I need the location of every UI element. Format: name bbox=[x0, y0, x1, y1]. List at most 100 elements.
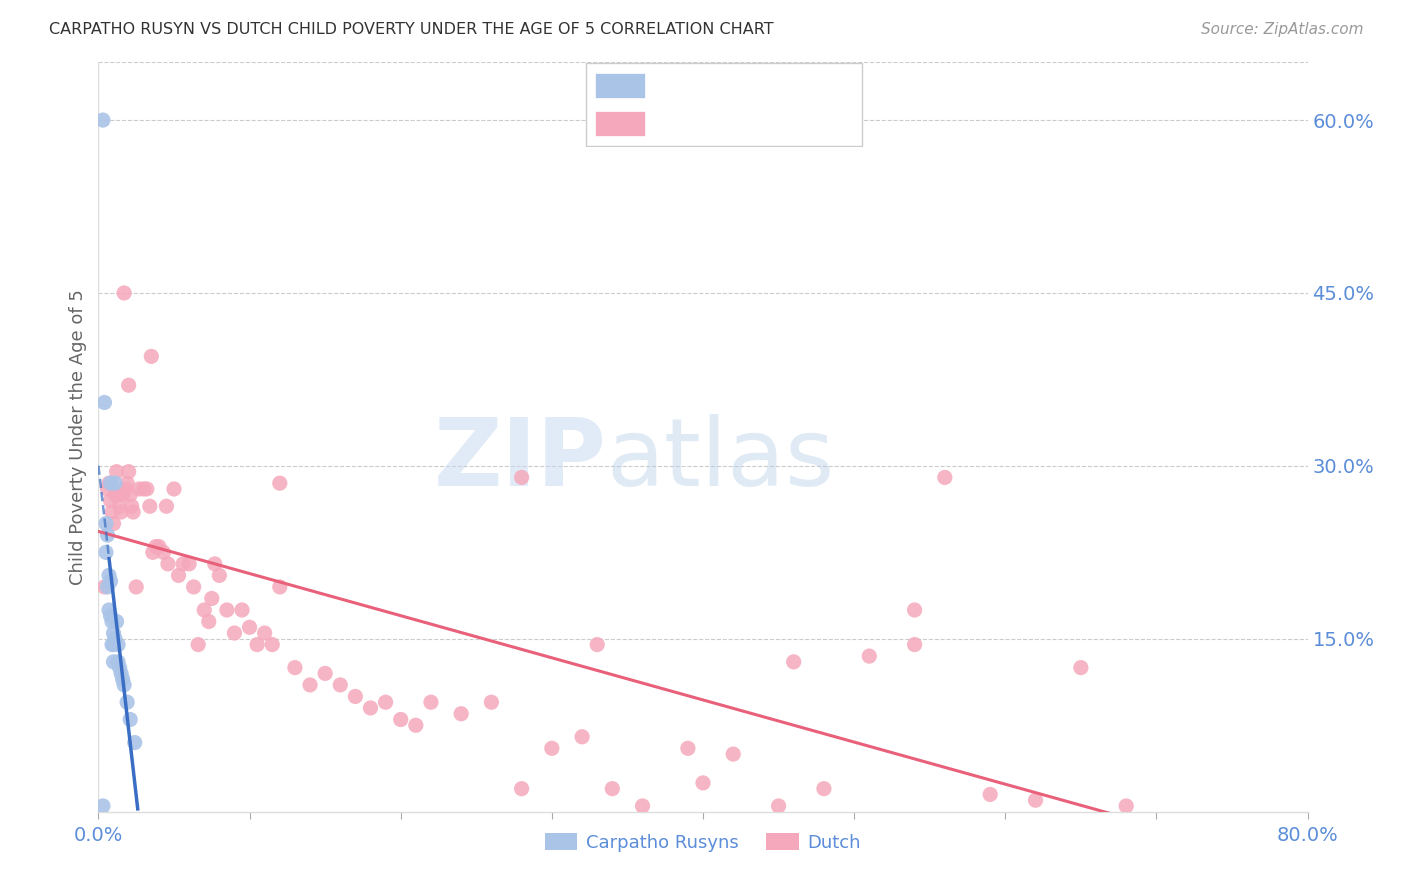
Point bbox=[374, 695, 396, 709]
Text: Source: ZipAtlas.com: Source: ZipAtlas.com bbox=[1201, 22, 1364, 37]
Point bbox=[420, 695, 443, 709]
Point bbox=[179, 557, 201, 571]
Point bbox=[101, 615, 124, 629]
Point bbox=[122, 505, 145, 519]
Point bbox=[121, 500, 143, 514]
Point bbox=[100, 608, 122, 623]
Text: atlas: atlas bbox=[606, 414, 835, 506]
Point bbox=[107, 488, 129, 502]
Point bbox=[904, 638, 927, 652]
Point bbox=[128, 482, 150, 496]
Point bbox=[91, 113, 114, 128]
Point bbox=[118, 378, 141, 392]
Point bbox=[104, 488, 127, 502]
Point bbox=[344, 690, 367, 704]
Point bbox=[125, 580, 148, 594]
Point bbox=[114, 482, 136, 496]
Point bbox=[389, 713, 412, 727]
Point bbox=[115, 695, 138, 709]
Point bbox=[208, 568, 231, 582]
Point bbox=[103, 626, 125, 640]
Point bbox=[676, 741, 699, 756]
Point bbox=[96, 580, 118, 594]
Point bbox=[111, 488, 134, 502]
Point bbox=[112, 285, 135, 300]
Point bbox=[571, 730, 593, 744]
Point bbox=[132, 482, 155, 496]
Point bbox=[148, 540, 170, 554]
Point bbox=[112, 678, 135, 692]
Point bbox=[135, 482, 157, 496]
Point bbox=[101, 505, 124, 519]
Point bbox=[111, 672, 134, 686]
Point bbox=[204, 557, 226, 571]
Point bbox=[93, 395, 115, 409]
Point bbox=[120, 488, 142, 502]
Point bbox=[813, 781, 835, 796]
Point bbox=[783, 655, 806, 669]
Point bbox=[262, 638, 284, 652]
Point bbox=[94, 545, 117, 559]
Point bbox=[139, 500, 162, 514]
Point bbox=[979, 788, 1001, 802]
Point bbox=[100, 493, 122, 508]
Point bbox=[101, 638, 124, 652]
Point bbox=[103, 516, 125, 531]
Point bbox=[269, 580, 291, 594]
Point bbox=[172, 557, 194, 571]
Point bbox=[692, 776, 714, 790]
Point bbox=[723, 747, 745, 761]
Point bbox=[167, 568, 190, 582]
Point bbox=[115, 476, 138, 491]
Point bbox=[231, 603, 253, 617]
Point bbox=[142, 545, 165, 559]
Point bbox=[108, 500, 131, 514]
Point bbox=[103, 638, 125, 652]
Point bbox=[96, 482, 118, 496]
Bar bbox=[595, 72, 645, 98]
Point bbox=[239, 620, 262, 634]
Point bbox=[152, 545, 174, 559]
Point bbox=[450, 706, 472, 721]
Point bbox=[141, 350, 163, 364]
Point bbox=[858, 649, 880, 664]
Point bbox=[253, 626, 276, 640]
Point bbox=[768, 799, 790, 814]
Point bbox=[110, 666, 132, 681]
Point bbox=[329, 678, 352, 692]
Point bbox=[98, 476, 121, 491]
Point bbox=[110, 505, 132, 519]
Point bbox=[100, 574, 122, 589]
Point bbox=[1115, 799, 1137, 814]
Point bbox=[105, 465, 128, 479]
Point bbox=[105, 615, 128, 629]
Point bbox=[360, 701, 382, 715]
Point bbox=[1070, 660, 1092, 674]
Legend: Carpatho Rusyns, Dutch: Carpatho Rusyns, Dutch bbox=[537, 826, 869, 859]
Point bbox=[108, 660, 131, 674]
Point bbox=[145, 540, 167, 554]
Point bbox=[118, 465, 141, 479]
Point bbox=[540, 741, 562, 756]
Point bbox=[107, 638, 129, 652]
Text: R = -0.216    N = 85: R = -0.216 N = 85 bbox=[659, 114, 858, 132]
Point bbox=[96, 528, 118, 542]
Point bbox=[98, 568, 121, 582]
Point bbox=[156, 557, 179, 571]
Text: CARPATHO RUSYN VS DUTCH CHILD POVERTY UNDER THE AGE OF 5 CORRELATION CHART: CARPATHO RUSYN VS DUTCH CHILD POVERTY UN… bbox=[49, 22, 773, 37]
Point bbox=[163, 482, 186, 496]
Point bbox=[934, 470, 956, 484]
Point bbox=[120, 713, 142, 727]
Point bbox=[510, 781, 533, 796]
Point bbox=[904, 603, 927, 617]
Point bbox=[1024, 793, 1046, 807]
Point bbox=[104, 476, 127, 491]
Point bbox=[193, 603, 215, 617]
Point bbox=[197, 615, 219, 629]
Point bbox=[510, 470, 533, 484]
Point bbox=[246, 638, 269, 652]
Point bbox=[284, 660, 307, 674]
Point bbox=[93, 580, 115, 594]
Point bbox=[155, 500, 177, 514]
Point bbox=[124, 735, 146, 749]
